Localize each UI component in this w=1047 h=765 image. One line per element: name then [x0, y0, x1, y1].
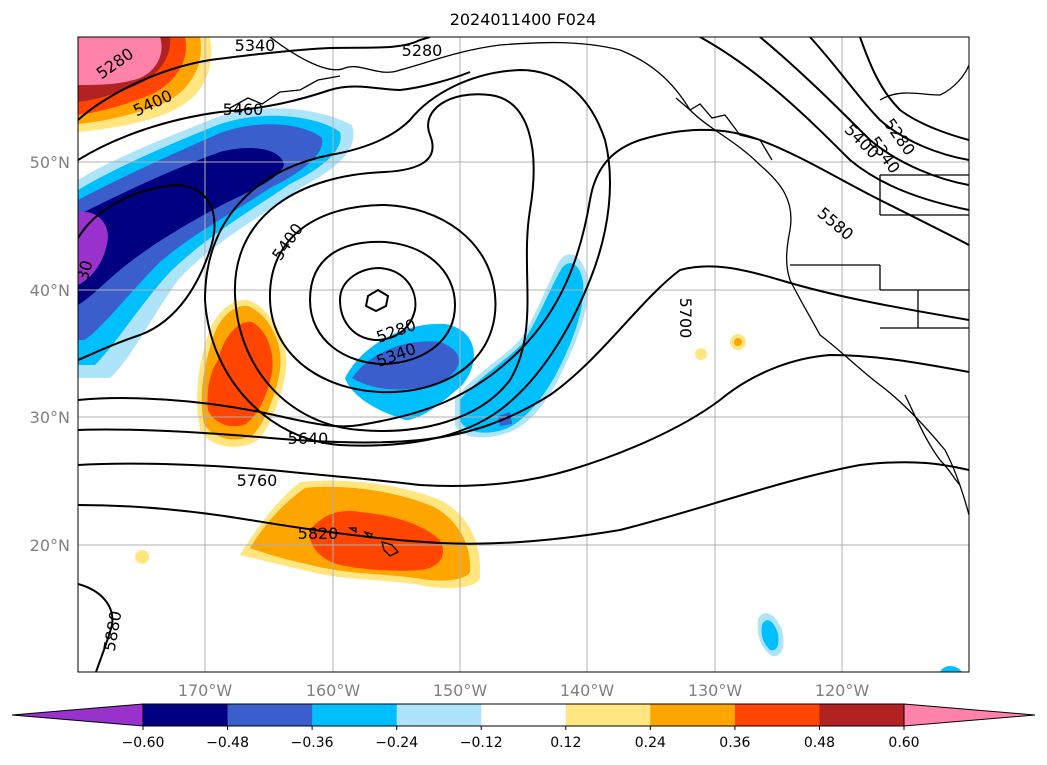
contour-5340-inner: [308, 240, 457, 366]
negative-anomaly-center--0.36: [352, 341, 459, 390]
contour-ne-2: [759, 37, 969, 186]
map-panel: 5340 5280 5280 5400 5460 5400 5280 5340 …: [30, 36, 970, 700]
colorbar-tick-label: −0.36: [291, 735, 334, 751]
colorbar-segment: [650, 704, 736, 726]
contour-5400-ring: [268, 203, 497, 394]
lon-label: 120°W: [815, 681, 870, 700]
contour-5700: [78, 353, 969, 488]
colorbar-segment: [312, 704, 398, 726]
negative-anomaly-se-core: [761, 620, 779, 651]
lat-lon-grid: [78, 37, 969, 672]
colorbar-segment: [143, 704, 229, 726]
baja-california: [904, 394, 961, 486]
colorbar-segment: [227, 704, 313, 726]
latitude-labels: 50°N 40°N 30°N 20°N: [30, 153, 70, 555]
contour-label: 5280: [402, 41, 443, 60]
height-contours: [78, 37, 969, 672]
positive-anomaly-south-0.36: [309, 510, 444, 571]
contour-label: 5820: [298, 524, 339, 543]
map-title: 2024011400 F024: [450, 10, 597, 29]
colorbar-tick-label: 0.24: [635, 735, 666, 751]
contour-low-center: [364, 288, 390, 313]
negative-anomaly-corner: [940, 666, 962, 672]
colorbar-tick-label: 0.60: [888, 735, 919, 751]
colorbar-segment: [819, 704, 905, 726]
colorbar-tick-label: 0.12: [550, 735, 581, 751]
lat-label: 40°N: [30, 281, 70, 300]
colorbar-segment: [565, 704, 651, 726]
lon-label: 170°W: [178, 681, 233, 700]
contour-5640: [78, 265, 969, 444]
contour-5760: [78, 461, 969, 545]
colorbar-tick-label: −0.12: [460, 735, 503, 751]
positive-anomaly-small-3-core: [734, 338, 742, 346]
contour-5400-north: [78, 37, 431, 121]
colorbar-tick-label: −0.60: [122, 735, 165, 751]
contour-label: 5640: [288, 429, 329, 448]
lat-label: 20°N: [30, 536, 70, 555]
contour-label: 30: [73, 258, 97, 283]
negative-anomaly-nw--0.60: [78, 211, 108, 285]
contour-ne-4: [859, 37, 969, 141]
positive-anomaly-small-2: [695, 348, 707, 360]
longitude-labels: 170°W 160°W 150°W 140°W 130°W 120°W: [178, 681, 870, 700]
colorbar: −0.60 −0.48 −0.36 −0.24 −0.12 0.12 0.24 0.36 0.4…: [11, 703, 1036, 751]
contour-label: 5700: [676, 298, 695, 339]
lon-label: 150°W: [433, 681, 488, 700]
colorbar-max-extension: [903, 703, 1036, 727]
contour-ne-3: [809, 37, 969, 161]
state-boundaries: [790, 174, 969, 329]
colorbar-segment: [396, 704, 482, 726]
map-frame: [77, 36, 970, 673]
aleutian-islands: [229, 75, 341, 109]
lat-label: 50°N: [30, 153, 70, 172]
negative-anomaly-nw--0.48: [78, 148, 284, 305]
lon-label: 140°W: [560, 681, 615, 700]
contour-label: 5340: [235, 36, 276, 55]
contour-5460-north: [78, 71, 471, 161]
colorbar-ticks: −0.60 −0.48 −0.36 −0.24 −0.12 0.12 0.24 0.36 0.4…: [122, 726, 920, 751]
contour-5280-inner: [338, 266, 417, 342]
positive-anomaly-nw-0.60: [78, 37, 162, 85]
positive-anomaly-center-0.36: [207, 321, 273, 427]
colorbar-segment: [481, 704, 567, 726]
contour-ne-1: [699, 37, 969, 211]
contour-5580: [78, 128, 969, 428]
positive-anomaly-small-1: [135, 550, 149, 564]
lon-label: 160°W: [306, 681, 361, 700]
hawaii-islands: [347, 527, 400, 557]
contour-5460-ring: [233, 93, 535, 432]
lat-label: 30°N: [30, 408, 70, 427]
colorbar-tick-label: −0.24: [375, 735, 418, 751]
contour-label: 5460: [223, 100, 264, 119]
colorbar-min-extension: [11, 703, 144, 727]
contour-5340-west: [78, 183, 216, 361]
colorbar-frame: [142, 703, 905, 727]
colorbar-tick-label: 0.36: [719, 735, 750, 751]
lon-label: 130°W: [688, 681, 743, 700]
colorbar-tick-label: 0.48: [804, 735, 835, 751]
contour-5880: [78, 583, 114, 672]
colorbar-segments: [143, 704, 905, 726]
colorbar-tick-label: −0.48: [206, 735, 249, 751]
contour-label: 5760: [237, 471, 278, 490]
north-america-coast: [269, 37, 969, 516]
colorbar-segment: [734, 704, 820, 726]
hudson-coast: [879, 64, 969, 101]
